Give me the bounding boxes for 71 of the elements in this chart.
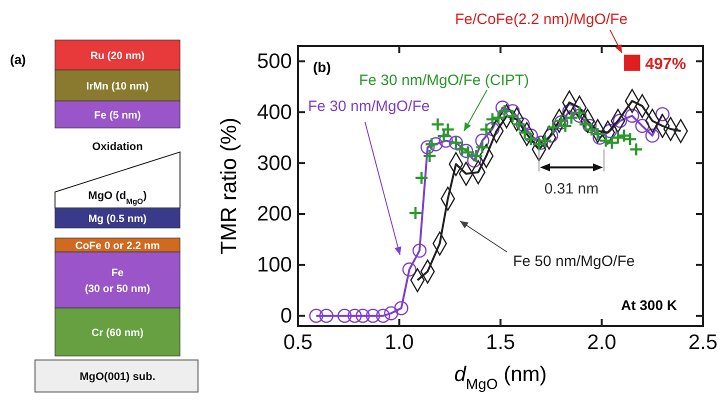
point	[635, 118, 650, 133]
series-label: Fe 30 nm/MgO/Fe	[308, 98, 430, 115]
point	[479, 122, 494, 137]
y-tick-label: 400	[256, 100, 292, 124]
text: Fe 50 nm/MgO/Fe	[513, 253, 635, 270]
point	[475, 140, 490, 154]
text: Fe	[111, 267, 124, 279]
point	[319, 308, 334, 323]
text: Cr (60 nm)	[92, 327, 144, 339]
series-label: Fe 30 nm/MgO/Fe (CIPT)	[359, 72, 530, 89]
annotation: 0.31 nm	[544, 180, 599, 198]
point	[485, 112, 500, 126]
x-tick-label: 0.5	[283, 330, 313, 354]
text: Mg (0.5 nm)	[88, 213, 147, 225]
point	[309, 308, 324, 323]
point	[408, 206, 423, 220]
point	[348, 308, 362, 323]
text: MgO(001) sub.	[80, 371, 156, 383]
point	[428, 137, 443, 152]
x-tick-label: 1.5	[486, 330, 516, 354]
y-tick-label: 200	[256, 202, 292, 226]
point	[424, 137, 439, 152]
point	[337, 308, 352, 323]
point	[420, 140, 435, 154]
point	[414, 170, 429, 185]
point	[572, 106, 587, 120]
point	[402, 262, 416, 277]
y-axis-title: TMR ratio (%)	[216, 118, 241, 254]
annotation: At 300 K	[620, 297, 677, 313]
text: MgO (d$_{MgO}$)	[88, 190, 148, 206]
y-tick-label: 0	[280, 304, 292, 328]
text: (a)	[10, 52, 26, 67]
annotation: (b)	[313, 59, 331, 75]
text: Oxidation	[92, 141, 144, 153]
y-tick-label: 100	[256, 254, 292, 277]
point	[602, 124, 617, 138]
point	[412, 244, 427, 258]
x-tick-label: 1.0	[384, 330, 414, 354]
point	[546, 120, 560, 135]
point	[564, 110, 578, 125]
x-axis-title: d$_{MgO}$ (nm)	[454, 363, 547, 393]
point	[436, 129, 451, 144]
point	[366, 308, 380, 323]
point	[612, 114, 628, 128]
point	[467, 153, 482, 168]
data-label: 497%	[645, 56, 686, 73]
text: Fe (5 nm)	[94, 110, 141, 122]
x-tick-label: 2.0	[587, 330, 616, 354]
text: (30 or 50 nm)	[84, 283, 150, 295]
point	[376, 308, 390, 323]
point	[645, 128, 660, 143]
text: IrMn (10 nm)	[86, 80, 149, 92]
text: CoFe 0 or 2.2 nm	[75, 240, 160, 252]
point	[624, 54, 640, 71]
text: Ru (20 nm)	[90, 50, 145, 62]
x-tick-label: 2.5	[688, 330, 718, 354]
point	[572, 108, 587, 123]
point	[655, 107, 670, 122]
series-label: Fe/CoFe(2.2 nm)/MgO/Fe	[455, 11, 628, 28]
point	[422, 148, 437, 164]
point	[438, 134, 453, 148]
point	[625, 108, 640, 123]
y-tick-label: 300	[256, 152, 292, 175]
point	[562, 104, 576, 118]
point	[394, 301, 408, 316]
point	[440, 122, 455, 137]
point	[430, 117, 445, 132]
point	[495, 100, 510, 115]
point	[384, 306, 398, 320]
y-tick-label: 500	[256, 50, 292, 73]
point	[356, 308, 370, 323]
